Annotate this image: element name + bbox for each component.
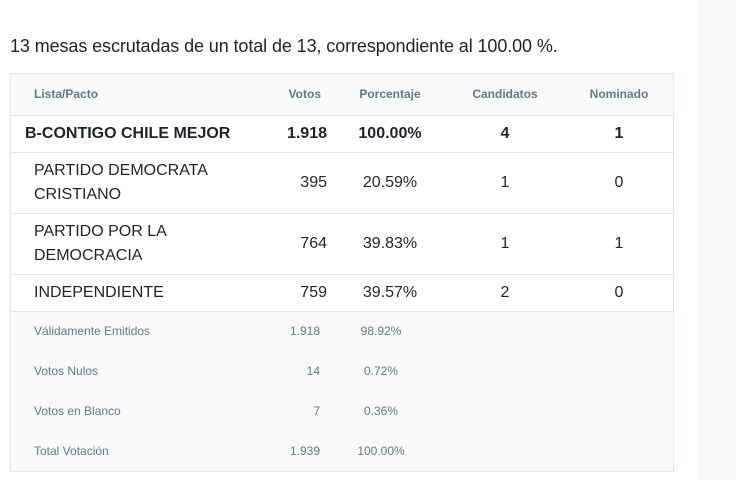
party-candidatos: 1 bbox=[445, 152, 565, 214]
stat-label: Votos en Blanco bbox=[34, 404, 121, 418]
table-row: INDEPENDIENTE 759 39.57% 2 0 bbox=[11, 274, 673, 312]
pact-porcentaje: 100.00% bbox=[335, 115, 445, 153]
stat-porcentaje: 0.72% bbox=[363, 364, 399, 378]
header-candidatos: Candidatos bbox=[445, 74, 565, 116]
pact-nominado: 1 bbox=[565, 115, 673, 153]
header-lista: Lista/Pacto bbox=[11, 74, 265, 116]
party-candidatos: 1 bbox=[445, 213, 565, 275]
party-nominado: 0 bbox=[565, 274, 673, 312]
party-votos: 759 bbox=[265, 274, 335, 312]
table-header-row: Lista/Pacto Votos Porcentaje Candidatos … bbox=[11, 74, 673, 116]
header-votos: Votos bbox=[265, 74, 335, 116]
table-row: PARTIDO POR LA DEMOCRACIA 764 39.83% 1 1 bbox=[11, 213, 673, 275]
party-nominado: 0 bbox=[565, 152, 673, 214]
stats-row: Válidamente Emitidos 1.918 98.92% bbox=[11, 311, 673, 351]
scrutiny-summary: 13 mesas escrutadas de un total de 13, c… bbox=[10, 36, 558, 56]
pact-candidatos: 4 bbox=[445, 115, 565, 153]
stats-row: Votos Nulos 14 0.72% bbox=[11, 351, 673, 391]
party-candidatos: 2 bbox=[445, 274, 565, 312]
page-gutter bbox=[698, 0, 736, 480]
header-nominado: Nominado bbox=[565, 74, 673, 116]
party-porcentaje: 39.57% bbox=[335, 274, 445, 312]
party-name: PARTIDO POR LA DEMOCRACIA bbox=[11, 213, 265, 275]
party-porcentaje: 20.59% bbox=[335, 152, 445, 214]
stats-row: Total Votación 1.939 100.00% bbox=[11, 431, 673, 471]
party-name: INDEPENDIENTE bbox=[11, 274, 265, 312]
results-table-container: Lista/Pacto Votos Porcentaje Candidatos … bbox=[10, 73, 674, 472]
stat-porcentaje: 100.00% bbox=[357, 444, 405, 458]
stat-votos: 14 bbox=[306, 364, 320, 378]
stat-label: Válidamente Emitidos bbox=[34, 324, 151, 339]
party-votos: 764 bbox=[265, 213, 335, 275]
stat-label: Total Votación bbox=[34, 444, 109, 458]
stat-votos: 1.918 bbox=[289, 324, 320, 339]
pact-total-row: B-CONTIGO CHILE MEJOR 1.918 100.00% 4 1 bbox=[11, 115, 673, 153]
results-table: Lista/Pacto Votos Porcentaje Candidatos … bbox=[11, 74, 673, 471]
stat-porcentaje: 98.92% bbox=[360, 324, 402, 339]
party-porcentaje: 39.83% bbox=[335, 213, 445, 275]
stat-votos: 1.939 bbox=[289, 444, 320, 458]
stat-porcentaje: 0.36% bbox=[363, 404, 399, 418]
table-row: PARTIDO DEMOCRATA CRISTIANO 395 20.59% 1… bbox=[11, 152, 673, 214]
stat-label: Votos Nulos bbox=[34, 364, 99, 378]
stats-row: Votos en Blanco 7 0.36% bbox=[11, 391, 673, 431]
pact-votos: 1.918 bbox=[265, 115, 335, 153]
pact-name: B-CONTIGO CHILE MEJOR bbox=[11, 115, 265, 153]
party-name: PARTIDO DEMOCRATA CRISTIANO bbox=[11, 152, 265, 214]
party-nominado: 1 bbox=[565, 213, 673, 275]
header-porcentaje: Porcentaje bbox=[335, 74, 445, 116]
stat-votos: 7 bbox=[313, 404, 320, 418]
party-votos: 395 bbox=[265, 152, 335, 214]
